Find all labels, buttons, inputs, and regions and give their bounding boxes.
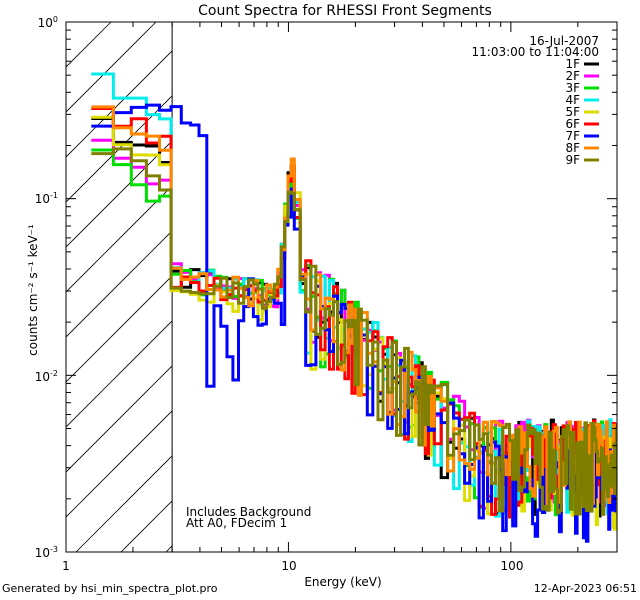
legend-label-4f: 4F bbox=[565, 93, 580, 107]
x-axis-label: Energy (keV) bbox=[304, 575, 381, 589]
y-tick-label-1: 100 bbox=[38, 15, 58, 30]
spectra-series bbox=[91, 72, 617, 543]
axis-ticks bbox=[65, 21, 618, 553]
x-tick-label-100: 100 bbox=[501, 559, 524, 573]
plot-frame bbox=[65, 21, 618, 553]
date-label: 16-Jul-2007 bbox=[529, 34, 599, 48]
hatch-line bbox=[66, 95, 173, 203]
hatch-line bbox=[66, 410, 173, 518]
hatch-line bbox=[75, 455, 173, 552]
legend-label-2f: 2F bbox=[565, 69, 580, 83]
y-tick-label-0p01: 10-2 bbox=[35, 369, 58, 384]
y-axis-label: counts cm⁻² s⁻¹ keV⁻¹ bbox=[26, 224, 40, 356]
footer-timestamp: 12-Apr-2023 06:51 bbox=[533, 582, 637, 595]
y-tick-label-0p001: 10-3 bbox=[35, 545, 58, 560]
hatch-line bbox=[66, 230, 173, 338]
x-tick-label-10: 10 bbox=[281, 559, 296, 573]
hatch-line bbox=[66, 185, 173, 293]
chart-title: Count Spectra for RHESSI Front Segments bbox=[198, 3, 492, 19]
legend-label-9f: 9F bbox=[565, 153, 580, 167]
series-line-9f bbox=[91, 147, 617, 516]
hatch-line bbox=[66, 22, 112, 68]
annotation-attenuator: Att A0, FDecim 1 bbox=[186, 516, 287, 530]
legend-label-3f: 3F bbox=[565, 81, 580, 95]
legend-label-6f: 6F bbox=[565, 117, 580, 131]
legend-label-5f: 5F bbox=[565, 105, 580, 119]
legend-label-7f: 7F bbox=[565, 129, 580, 143]
footer-generated-by: Generated by hsi_min_spectra_plot.pro bbox=[2, 582, 218, 595]
y-tick-label-0p1: 10-1 bbox=[35, 191, 58, 206]
legend-label-1f: 1F bbox=[565, 57, 580, 71]
legend-label-8f: 8F bbox=[565, 141, 580, 155]
x-tick-label-1: 1 bbox=[62, 559, 70, 573]
hatch-line bbox=[66, 22, 157, 113]
hatch-line bbox=[66, 365, 173, 473]
annotation-background: Includes Background bbox=[186, 505, 311, 519]
time-range-label: 11:03:00 to 11:04:00 bbox=[472, 45, 599, 59]
hatch-line bbox=[66, 275, 173, 383]
